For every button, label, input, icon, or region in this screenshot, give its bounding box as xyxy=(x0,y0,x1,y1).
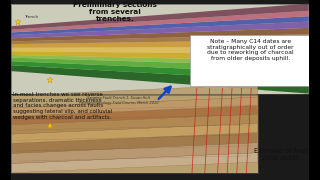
Polygon shape xyxy=(11,28,309,41)
Polygon shape xyxy=(11,105,258,125)
Polygon shape xyxy=(11,40,309,48)
Polygon shape xyxy=(11,11,309,32)
Text: In most trenches we see reverse
separations, dramatic thickness
and facies chang: In most trenches we see reverse separati… xyxy=(13,92,112,120)
Polygon shape xyxy=(11,123,258,143)
FancyBboxPatch shape xyxy=(309,0,320,180)
FancyBboxPatch shape xyxy=(11,95,258,173)
Text: Sagaing Fault Trench 1, Susan Holt
Palaeoseismology Field Course, March 2010: Sagaing Fault Trench 1, Susan Holt Palae… xyxy=(79,96,158,105)
Polygon shape xyxy=(11,61,309,82)
Text: Trench: Trench xyxy=(24,15,38,19)
Text: Example of fault
zone detail.: Example of fault zone detail. xyxy=(254,148,309,161)
Polygon shape xyxy=(11,153,258,173)
Polygon shape xyxy=(11,34,309,44)
Polygon shape xyxy=(11,65,309,94)
Polygon shape xyxy=(11,133,258,153)
Polygon shape xyxy=(11,16,309,35)
FancyBboxPatch shape xyxy=(0,0,11,180)
Text: Preliminary sections
from several
trenches.: Preliminary sections from several trench… xyxy=(73,2,157,22)
FancyBboxPatch shape xyxy=(190,35,310,86)
Polygon shape xyxy=(11,143,258,163)
Polygon shape xyxy=(11,47,309,54)
Polygon shape xyxy=(11,97,258,116)
Polygon shape xyxy=(11,22,309,38)
FancyBboxPatch shape xyxy=(11,4,309,94)
Polygon shape xyxy=(11,114,258,134)
Polygon shape xyxy=(11,85,258,108)
Polygon shape xyxy=(11,51,309,61)
Polygon shape xyxy=(11,55,309,67)
Text: Note – Many C14 dates are
stratigraphically out of order
due to reworking of cha: Note – Many C14 dates are stratigraphica… xyxy=(207,39,294,61)
Polygon shape xyxy=(11,4,309,30)
Polygon shape xyxy=(11,58,309,74)
